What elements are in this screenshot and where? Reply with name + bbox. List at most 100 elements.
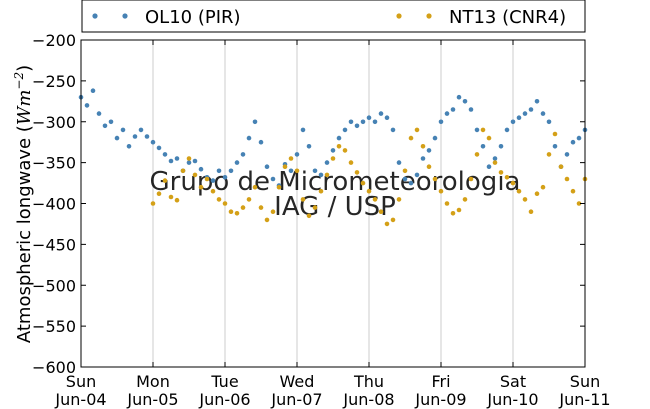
data-point xyxy=(198,184,204,190)
data-point xyxy=(474,127,480,133)
data-point xyxy=(174,197,180,203)
data-point xyxy=(564,152,570,157)
x-tick-label: Jun-04 xyxy=(54,390,106,409)
data-point xyxy=(270,209,276,214)
legend-label-nt13: NT13 (CNR4) xyxy=(449,7,566,28)
x-tick-day: Thu xyxy=(353,372,384,391)
data-point xyxy=(414,127,420,133)
data-point xyxy=(360,119,366,125)
data-point xyxy=(420,144,426,149)
data-point xyxy=(492,156,498,161)
data-point xyxy=(378,209,384,214)
data-point xyxy=(222,175,228,180)
data-point xyxy=(294,152,300,157)
legend-marker-ol10 xyxy=(122,13,128,19)
data-point xyxy=(294,168,300,174)
data-point xyxy=(330,156,336,161)
data-point xyxy=(240,152,246,157)
data-point xyxy=(366,188,372,194)
data-point xyxy=(168,158,174,164)
plot-series xyxy=(78,88,588,227)
data-point xyxy=(162,178,168,183)
legend-marker-nt13 xyxy=(396,13,402,19)
data-point xyxy=(576,135,582,141)
data-point xyxy=(426,164,432,169)
data-point xyxy=(504,127,510,133)
legend-label-ol10: OL10 (PIR) xyxy=(145,7,241,28)
data-point xyxy=(468,176,474,182)
x-tick-day: Tue xyxy=(210,372,238,391)
data-point xyxy=(432,176,438,182)
data-point xyxy=(144,134,150,139)
y-tick-label: −450 xyxy=(32,235,76,254)
data-point xyxy=(342,127,348,133)
y-tick-label: −400 xyxy=(32,195,76,214)
x-tick-day: Wed xyxy=(280,372,315,391)
x-tick-label: Jun-10 xyxy=(486,390,538,409)
data-point xyxy=(510,180,516,186)
data-point xyxy=(468,107,474,112)
data-point xyxy=(414,172,420,178)
y-tick-label: −600 xyxy=(32,358,76,377)
data-point xyxy=(474,152,480,157)
data-point xyxy=(336,135,342,141)
data-point xyxy=(402,176,408,182)
data-point xyxy=(324,172,330,178)
x-axis: SunJun-04MonJun-05TueJun-06WedJun-07ThuJ… xyxy=(54,40,611,409)
data-point xyxy=(504,175,510,180)
data-point xyxy=(186,160,192,165)
x-tick-label: Jun-11 xyxy=(558,390,610,409)
data-point xyxy=(216,168,222,174)
data-point xyxy=(552,144,558,149)
data-point xyxy=(300,127,306,133)
data-point xyxy=(450,211,456,216)
data-point xyxy=(456,207,462,213)
y-tick-label: −250 xyxy=(32,72,76,91)
data-point xyxy=(114,135,120,141)
data-point xyxy=(228,168,234,174)
data-point xyxy=(570,188,576,194)
data-point xyxy=(456,94,462,100)
data-point xyxy=(498,170,504,175)
data-point xyxy=(246,135,252,141)
data-point xyxy=(492,160,498,165)
data-point xyxy=(516,115,522,120)
series-ol10 xyxy=(78,88,588,188)
data-point xyxy=(432,135,438,141)
legend-box xyxy=(81,0,586,33)
y-axis-label: Atmospheric longwave (Wm−2) xyxy=(12,65,35,343)
data-point xyxy=(576,201,582,206)
data-point xyxy=(486,135,492,141)
data-point xyxy=(174,156,180,161)
y-tick-label: −550 xyxy=(32,317,76,336)
data-point xyxy=(444,111,450,116)
data-point xyxy=(288,156,294,161)
data-point xyxy=(336,144,342,149)
data-point xyxy=(480,144,486,149)
y-tick-label: −300 xyxy=(32,113,76,132)
data-point xyxy=(276,184,282,190)
data-point xyxy=(540,184,546,190)
data-point xyxy=(426,148,432,153)
data-point xyxy=(462,99,468,104)
data-point xyxy=(396,197,402,202)
data-point xyxy=(246,197,252,202)
data-point xyxy=(396,160,402,165)
legend-marker-ol10 xyxy=(92,13,98,19)
data-point xyxy=(96,111,102,116)
data-point xyxy=(156,145,162,151)
data-point xyxy=(378,111,384,116)
y-tick-label: −500 xyxy=(32,276,76,295)
data-point xyxy=(108,119,114,125)
data-point xyxy=(198,166,204,172)
data-point xyxy=(312,168,318,174)
data-point xyxy=(390,127,396,133)
data-point xyxy=(324,160,330,165)
data-point xyxy=(282,164,288,169)
data-point xyxy=(552,131,558,137)
data-point xyxy=(450,107,456,112)
data-point xyxy=(186,156,192,161)
data-point xyxy=(480,127,486,133)
data-point xyxy=(210,188,216,194)
